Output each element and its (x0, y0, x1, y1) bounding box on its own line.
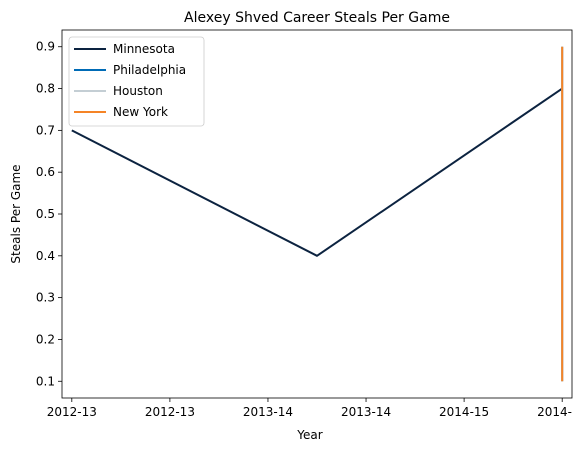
series-line-minnesota (71, 87, 563, 257)
y-tick-label: 0.2 (36, 332, 55, 346)
ticks-layer: 2012-13 2012-13 2013-14 2013-14 2014-15 2014-… (36, 40, 573, 419)
x-tick-label: 2014-15 (537, 405, 573, 419)
legend-label-philadelphia: Philadelphia (113, 63, 186, 77)
legend-label-minnesota: Minnesota (113, 42, 175, 56)
y-tick-label: 0.7 (36, 123, 55, 137)
legend-label-houston: Houston (113, 84, 163, 98)
y-axis-label: Steals Per Game (9, 164, 23, 263)
chart-title: Alexey Shved Career Steals Per Game (184, 10, 450, 26)
series-layer (71, 46, 564, 382)
y-tick-label: 0.6 (36, 165, 55, 179)
legend: Minnesota Philadelphia Houston New York (68, 36, 205, 127)
legend-box (68, 36, 205, 127)
y-tick-label: 0.3 (36, 291, 55, 305)
y-tick-label: 0.5 (36, 207, 55, 221)
y-tick-label: 0.8 (36, 82, 55, 96)
y-tick-label: 0.4 (36, 249, 55, 263)
x-tick-label: 2012-13 (47, 405, 97, 419)
x-tick-label: 2014-15 (439, 405, 489, 419)
x-tick-label: 2013-14 (243, 405, 293, 419)
x-axis-label: Year (296, 428, 322, 442)
x-tick-label: 2012-13 (145, 405, 195, 419)
y-tick-label: 0.1 (36, 374, 55, 388)
legend-label-new-york: New York (113, 105, 168, 119)
x-tick-label: 2013-14 (341, 405, 391, 419)
y-tick-label: 0.9 (36, 40, 55, 54)
